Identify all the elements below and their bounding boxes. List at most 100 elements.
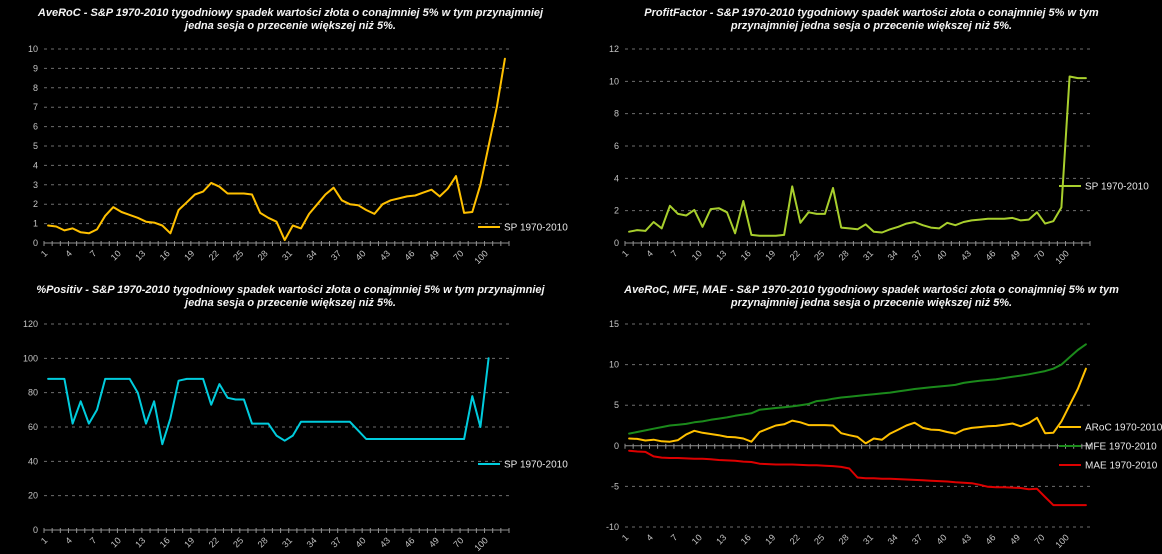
legend-item: SP 1970-2010 bbox=[478, 460, 568, 471]
panel-averoc-mfe-mae: AveRoC, MFE, MAE - S&P 1970-2010 tygodni… bbox=[581, 277, 1162, 554]
svg-text:31: 31 bbox=[861, 248, 875, 262]
svg-text:8: 8 bbox=[614, 109, 619, 119]
averoc-mfe-mae-line-chart: -10 -5 0 5 10 15 1 4 7 10 13 16 19 22 25 28 31 34 37 40 43 46… bbox=[606, 319, 1162, 550]
svg-text:22: 22 bbox=[788, 532, 802, 546]
svg-text:12: 12 bbox=[609, 44, 619, 54]
svg-text:13: 13 bbox=[133, 535, 147, 549]
legend-item: MFE 1970-2010 bbox=[1059, 442, 1157, 453]
svg-text:60: 60 bbox=[28, 422, 38, 432]
chart-title-positiv: %Positiv - S&P 1970-2010 tygodniowy spad… bbox=[36, 284, 545, 309]
legend-item: ARoC 1970-2010 bbox=[1059, 423, 1162, 434]
svg-text:40: 40 bbox=[353, 535, 367, 549]
svg-text:25: 25 bbox=[812, 532, 826, 546]
svg-text:43: 43 bbox=[959, 248, 973, 262]
svg-text:25: 25 bbox=[231, 248, 245, 262]
svg-text:49: 49 bbox=[1008, 532, 1022, 546]
svg-text:16: 16 bbox=[739, 532, 753, 546]
svg-text:6: 6 bbox=[33, 122, 38, 132]
svg-text:22: 22 bbox=[788, 248, 802, 262]
svg-text:40: 40 bbox=[28, 456, 38, 466]
svg-text:0: 0 bbox=[614, 238, 619, 248]
svg-text:-10: -10 bbox=[606, 522, 619, 532]
svg-text:16: 16 bbox=[158, 248, 172, 262]
svg-text:22: 22 bbox=[207, 248, 221, 262]
svg-text:10: 10 bbox=[609, 76, 619, 86]
svg-text:13: 13 bbox=[714, 248, 728, 262]
svg-text:6: 6 bbox=[614, 141, 619, 151]
svg-text:34: 34 bbox=[886, 248, 900, 262]
svg-text:37: 37 bbox=[910, 532, 924, 546]
legend-label: SP 1970-2010 bbox=[1085, 182, 1149, 193]
svg-text:5: 5 bbox=[614, 400, 619, 410]
legend-label: ARoC 1970-2010 bbox=[1085, 423, 1162, 434]
svg-text:25: 25 bbox=[231, 535, 245, 549]
svg-text:80: 80 bbox=[28, 388, 38, 398]
svg-text:4: 4 bbox=[63, 535, 74, 546]
svg-text:46: 46 bbox=[402, 248, 416, 262]
svg-text:46: 46 bbox=[983, 532, 997, 546]
svg-text:5: 5 bbox=[33, 141, 38, 151]
svg-text:9: 9 bbox=[33, 63, 38, 73]
svg-text:-5: -5 bbox=[611, 481, 619, 491]
svg-text:10: 10 bbox=[690, 248, 704, 262]
svg-text:10: 10 bbox=[109, 248, 123, 262]
svg-text:40: 40 bbox=[353, 248, 367, 262]
svg-text:100: 100 bbox=[1053, 248, 1071, 266]
svg-text:7: 7 bbox=[88, 535, 99, 546]
svg-text:3: 3 bbox=[33, 180, 38, 190]
svg-text:31: 31 bbox=[861, 532, 875, 546]
chart-title-profitfactor: ProfitFactor - S&P 1970-2010 tygodniowy … bbox=[644, 7, 1099, 32]
svg-text:49: 49 bbox=[427, 535, 441, 549]
svg-text:1: 1 bbox=[620, 248, 631, 259]
svg-text:40: 40 bbox=[934, 532, 948, 546]
legend-label: MAE 1970-2010 bbox=[1085, 461, 1158, 472]
svg-text:100: 100 bbox=[23, 353, 38, 363]
svg-text:31: 31 bbox=[280, 248, 294, 262]
panel-positiv: %Positiv - S&P 1970-2010 tygodniowy spad… bbox=[0, 277, 581, 554]
svg-text:0: 0 bbox=[33, 525, 38, 535]
svg-text:34: 34 bbox=[305, 248, 319, 262]
panel-profitfactor: ProfitFactor - S&P 1970-2010 tygodniowy … bbox=[581, 0, 1162, 277]
svg-text:100: 100 bbox=[1053, 532, 1071, 550]
svg-text:70: 70 bbox=[451, 248, 465, 262]
svg-text:43: 43 bbox=[378, 248, 392, 262]
panel-averoc: AveRoC - S&P 1970-2010 tygodniowy spadek… bbox=[0, 0, 581, 277]
svg-text:120: 120 bbox=[23, 319, 38, 329]
svg-text:34: 34 bbox=[305, 535, 319, 549]
svg-text:13: 13 bbox=[133, 248, 147, 262]
svg-text:13: 13 bbox=[714, 532, 728, 546]
svg-text:28: 28 bbox=[837, 532, 851, 546]
svg-text:4: 4 bbox=[614, 173, 619, 183]
svg-text:7: 7 bbox=[669, 532, 680, 543]
svg-text:1: 1 bbox=[33, 219, 38, 229]
svg-text:46: 46 bbox=[402, 535, 416, 549]
svg-text:40: 40 bbox=[934, 248, 948, 262]
svg-text:4: 4 bbox=[63, 248, 74, 259]
svg-text:25: 25 bbox=[812, 248, 826, 262]
svg-text:16: 16 bbox=[739, 248, 753, 262]
svg-text:70: 70 bbox=[1032, 248, 1046, 262]
svg-text:2: 2 bbox=[614, 206, 619, 216]
legend-item: MAE 1970-2010 bbox=[1059, 461, 1158, 472]
svg-text:28: 28 bbox=[256, 248, 270, 262]
svg-text:4: 4 bbox=[644, 248, 655, 259]
svg-text:19: 19 bbox=[763, 248, 777, 262]
svg-text:20: 20 bbox=[28, 491, 38, 501]
svg-text:70: 70 bbox=[1032, 532, 1046, 546]
svg-text:43: 43 bbox=[378, 535, 392, 549]
svg-text:70: 70 bbox=[451, 535, 465, 549]
svg-text:0: 0 bbox=[614, 441, 619, 451]
svg-text:46: 46 bbox=[983, 248, 997, 262]
legend-item: SP 1970-2010 bbox=[1059, 182, 1149, 193]
chart-title-averoc-mfe-mae: AveRoC, MFE, MAE - S&P 1970-2010 tygodni… bbox=[624, 284, 1119, 309]
svg-text:2: 2 bbox=[33, 199, 38, 209]
svg-text:1: 1 bbox=[620, 532, 631, 543]
svg-text:1: 1 bbox=[39, 535, 50, 546]
legend-label: SP 1970-2010 bbox=[504, 460, 568, 471]
svg-text:1: 1 bbox=[39, 248, 50, 259]
svg-text:100: 100 bbox=[472, 535, 490, 553]
legend-label: SP 1970-2010 bbox=[504, 223, 568, 234]
legend-label: MFE 1970-2010 bbox=[1085, 442, 1157, 453]
svg-text:22: 22 bbox=[207, 535, 221, 549]
